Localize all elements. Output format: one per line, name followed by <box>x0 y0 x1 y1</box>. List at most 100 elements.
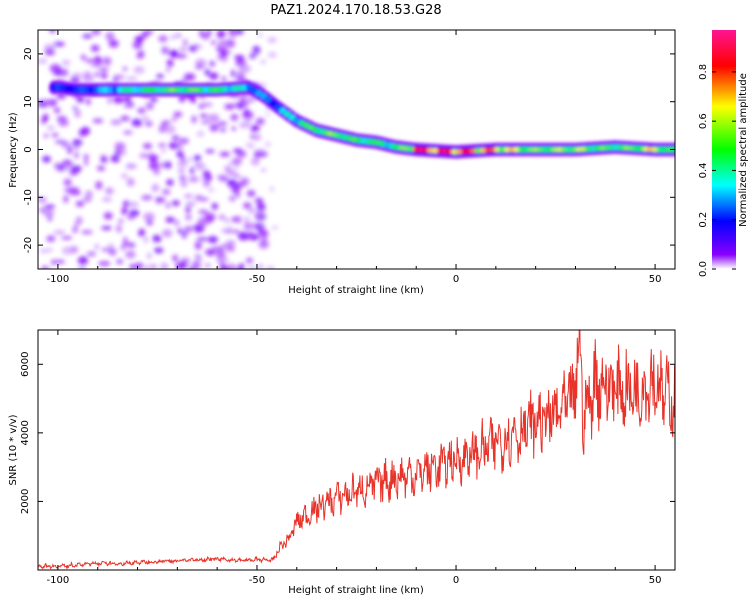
ridge-core <box>647 146 654 152</box>
ridge-core <box>112 87 119 93</box>
ridge-core <box>150 87 157 93</box>
noise-blob <box>188 175 199 183</box>
noise-blob <box>185 214 192 221</box>
noise-blob <box>182 38 189 47</box>
bottom-y-tick-label: 6000 <box>20 352 31 377</box>
noise-blob <box>185 206 191 214</box>
top-y-tick-label: 20 <box>23 48 34 61</box>
top-x-axis: -100 -50 0 50 <box>47 30 661 285</box>
noise-blob <box>220 51 228 59</box>
ridge-core <box>260 93 267 99</box>
noise-blob <box>220 264 230 269</box>
noise-blob <box>255 118 265 125</box>
noise-blob <box>231 69 236 78</box>
ridge-core <box>169 87 176 93</box>
noise-blob <box>254 198 264 203</box>
ridge-core <box>546 146 554 153</box>
noise-blob <box>76 96 85 103</box>
noise-blob <box>237 102 244 110</box>
noise-blob <box>226 169 237 177</box>
noise-blob <box>145 30 154 35</box>
noise-blob <box>266 265 275 269</box>
noise-blob <box>128 201 139 208</box>
noise-blob <box>258 244 268 250</box>
noise-blob <box>193 223 205 233</box>
noise-blob <box>41 265 50 269</box>
ridge-core <box>551 146 558 153</box>
noise-blob <box>120 115 130 121</box>
noise-blob <box>115 150 121 156</box>
bottom-x-tick-label: -50 <box>249 575 265 586</box>
noise-blob <box>38 58 48 64</box>
noise-blob <box>129 264 135 269</box>
ridge-core <box>651 146 659 153</box>
ridge-core <box>78 87 85 93</box>
ridge-core <box>403 145 410 151</box>
noise-blob <box>63 178 72 187</box>
noise-blob <box>171 200 181 206</box>
noise-blob <box>82 34 93 39</box>
noise-blob <box>70 165 82 172</box>
noise-blob <box>53 230 66 235</box>
noise-blob <box>196 130 205 137</box>
noise-blob <box>110 119 122 126</box>
noise-blob <box>202 182 211 187</box>
noise-blob <box>83 70 92 80</box>
noise-blob <box>244 108 249 116</box>
noise-blob <box>161 149 166 153</box>
noise-blob <box>105 31 115 41</box>
noise-blob <box>230 113 239 121</box>
noise-blob <box>103 212 113 220</box>
noise-blob <box>156 73 164 79</box>
noise-blob <box>152 234 162 243</box>
ridge-core <box>193 87 200 93</box>
noise-blob <box>160 161 166 169</box>
noise-blob <box>64 166 69 172</box>
ridge-core <box>116 87 124 93</box>
noise-blob <box>47 125 55 131</box>
noise-blob <box>85 190 94 198</box>
noise-blob <box>86 251 97 257</box>
ridge-core <box>255 90 262 96</box>
noise-blob <box>235 59 247 67</box>
noise-blob <box>94 243 99 250</box>
noise-blob <box>198 209 209 214</box>
noise-blob <box>44 133 49 138</box>
top-x-tick-label: 0 <box>453 274 459 285</box>
noise-blob <box>178 47 188 52</box>
ridge-core <box>288 114 296 120</box>
noise-blob <box>193 154 202 162</box>
noise-blob <box>204 119 209 124</box>
colorbar-gradient <box>712 30 736 269</box>
ridge-core <box>350 136 358 142</box>
noise-blob <box>204 68 210 76</box>
ridge-core <box>436 148 444 154</box>
ridge-core <box>656 146 664 153</box>
noise-blob <box>158 35 168 43</box>
noise-blob <box>193 44 204 49</box>
noise-blob <box>139 153 150 159</box>
noise-blob <box>267 37 277 44</box>
noise-blob <box>42 209 55 217</box>
noise-blob <box>164 161 172 169</box>
noise-blob <box>53 162 60 170</box>
noise-blob <box>155 197 166 203</box>
ridge-core <box>599 145 606 151</box>
ridge-core <box>489 147 496 153</box>
noise-blob <box>199 113 209 119</box>
noise-blob <box>146 219 153 226</box>
noise-blob <box>237 231 250 241</box>
noise-blob <box>211 40 216 45</box>
noise-blob <box>100 158 108 163</box>
ridge-core <box>441 148 449 154</box>
noise-blob <box>38 196 47 203</box>
colorbar-tick-label: 0.6 <box>698 113 709 129</box>
bottom-x-tick-label: 50 <box>649 575 662 586</box>
top-y-tick-label: 10 <box>23 95 34 108</box>
noise-layer <box>38 30 279 269</box>
noise-blob <box>212 116 219 123</box>
ridge-core <box>532 146 539 153</box>
top-x-tick-label: -100 <box>47 274 70 285</box>
ridge-core <box>355 137 363 143</box>
noise-blob <box>74 151 79 159</box>
